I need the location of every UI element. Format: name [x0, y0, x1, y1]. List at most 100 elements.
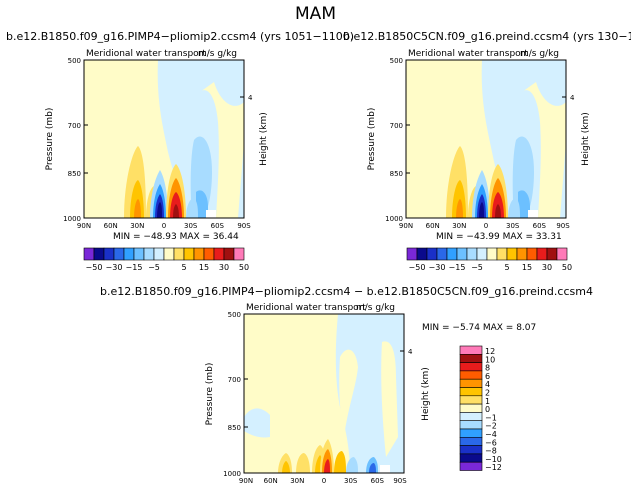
- panel-1-xtick-90n: 90N: [77, 222, 91, 230]
- panel-2-south-negative-core: [518, 190, 530, 218]
- colorbar-diff-swatch: [459, 345, 483, 355]
- panel-1-eq-positive-core: [173, 204, 179, 218]
- colorbar-2-swatch: [416, 247, 428, 261]
- colorbar-1-label: 50: [239, 263, 249, 272]
- panel-1-ylabel: Pressure (mb): [45, 108, 55, 171]
- colorbar-diff-swatch: [459, 412, 483, 422]
- colorbar-1-swatch: [213, 247, 225, 261]
- colorbar-diff-swatch: [459, 370, 483, 380]
- panel-3-ytick-700: 700: [228, 376, 241, 384]
- colorbar-2-swatches: [406, 247, 568, 261]
- colorbar-1-swatches: [83, 247, 245, 261]
- colorbar-diff-label: 4: [485, 380, 490, 389]
- panel-1-north-positive-core: [134, 199, 141, 218]
- panel-3-cell-e: [334, 451, 346, 473]
- colorbar-2-swatch: [406, 247, 418, 261]
- colorbar-diff-label: −1: [485, 413, 497, 422]
- panel-1-south-small-negative: [186, 198, 198, 218]
- panel-3-ytick-marks: [244, 350, 404, 428]
- panel-2-se-positive-region: [522, 82, 566, 218]
- panel-3-ylabel: Pressure (mb): [205, 363, 215, 426]
- colorbar-1-swatch: [233, 247, 245, 261]
- panel-2-ytick-1000: 1000: [385, 215, 403, 223]
- panel-2-ytick-700: 700: [390, 122, 403, 130]
- panel-1-title: b.e12.B1850.f09_g16.PIMP4−pliomip2.ccsm4…: [6, 30, 354, 43]
- panel-3-cell-g-core: [369, 463, 376, 473]
- panel-3-xtick-30n: 30N: [290, 477, 304, 485]
- colorbar-diff-swatch: [459, 387, 483, 397]
- panel-3-ytick-1000: 1000: [223, 470, 241, 478]
- colorbar-diff-swatch: [459, 378, 483, 388]
- panel-2-ytick-right-4: 4: [570, 94, 575, 102]
- panel-2-ytick-marks: [406, 96, 566, 174]
- colorbar-diff-label: 1: [485, 397, 490, 406]
- colorbar-diff-label: −4: [485, 430, 497, 439]
- panel-3-missing-patch: [380, 465, 390, 473]
- colorbar-diff-label: −2: [485, 422, 497, 431]
- panel-1-se-positive-region: [200, 82, 244, 218]
- colorbar-1-swatch: [123, 247, 135, 261]
- panel-3-north-negative-patch: [244, 408, 270, 438]
- panel-1-xtick-30n: 30N: [130, 222, 144, 230]
- colorbar-1-swatch: [93, 247, 105, 261]
- colorbar-1-swatch: [203, 247, 215, 261]
- colorbar-1-swatch: [103, 247, 115, 261]
- panel-2-south-small-negative: [508, 198, 520, 218]
- panel-1-xtick-30s: 30S: [184, 222, 198, 230]
- colorbar-1-swatch: [173, 247, 185, 261]
- colorbar-diff-label: 10: [485, 355, 495, 364]
- colorbar-2-swatch: [436, 247, 448, 261]
- colorbar-1-swatch: [83, 247, 95, 261]
- colorbar-diff-label: −8: [485, 447, 497, 456]
- panel-1-yticks: 500 700 850 1000: [63, 57, 81, 223]
- panel-1-xtick-60n: 60N: [104, 222, 118, 230]
- panel-3-xtick-60s: 60S: [371, 477, 385, 485]
- panel-2-xticks: 90N 60N 30N 0 30S 60S 90S: [399, 222, 570, 230]
- panel-1-south-negative-core: [196, 190, 208, 218]
- colorbar-diff-swatch: [459, 420, 483, 430]
- panel-1-frame: [83, 59, 245, 219]
- colorbar-2-swatch: [456, 247, 468, 261]
- colorbar-2-labels: −50 −30 −15 −5 5 15 30 50: [409, 263, 573, 272]
- colorbar-1-swatch: [133, 247, 145, 261]
- panel-2-yticks: 500 700 850 1000: [385, 57, 403, 223]
- panel-3-xtick-90n: 90N: [239, 477, 253, 485]
- panel-1-ylabel-right: Height (km): [259, 112, 269, 166]
- colorbar-2-label: −5: [471, 263, 483, 272]
- panel-2-eq-negative-core: [479, 202, 484, 218]
- panel-3-plot: Meridional water transport m/s g/kg 500 …: [205, 303, 431, 485]
- colorbar-diff-swatch: [459, 461, 483, 471]
- colorbar-1-swatch: [143, 247, 155, 261]
- colorbar-2-swatch: [526, 247, 538, 261]
- colorbar-2-label: −30: [429, 263, 446, 272]
- colorbar-panel-2: −50 −30 −15 −5 5 15 30 50: [406, 247, 573, 272]
- colorbar-2-swatch: [466, 247, 478, 261]
- panel-3-south-positive: [381, 341, 398, 457]
- panel-1-subtitle: Meridional water transport: [86, 49, 206, 59]
- colorbar-1-labels: −50 −30 −15 −5 5 15 30 50: [86, 263, 250, 272]
- panel-3-xtick-60n: 60N: [264, 477, 278, 485]
- colorbar-diff-swatch: [459, 437, 483, 446]
- panel-1-ytick-right-4: 4: [248, 94, 253, 102]
- panel-1-xtick-0: 0: [162, 222, 166, 230]
- colorbar-diff-label: 8: [485, 364, 490, 373]
- panel-2-xtick-60n: 60N: [426, 222, 440, 230]
- panel-1-stats: MIN = −48.93 MAX = 36.44: [113, 232, 239, 242]
- colorbar-1-swatch: [223, 247, 235, 261]
- panel-2-title: b.e12.B1850C5CN.f09_g16.preind.ccsm4 (yr…: [343, 30, 631, 43]
- colorbar-1-label: 30: [219, 263, 229, 272]
- panel-3-ytick-500: 500: [228, 311, 241, 319]
- colorbar-2-label: −15: [449, 263, 466, 272]
- panel-2-eq-positive-core: [495, 204, 501, 218]
- colorbar-2-swatch: [516, 247, 528, 261]
- colorbar-1-swatch: [153, 247, 165, 261]
- panel-3-cell-a-core: [282, 461, 290, 473]
- panel-1-ytick-850: 850: [68, 170, 81, 178]
- colorbar-1-label: 5: [181, 263, 186, 272]
- panel-1-xticks: 90N 60N 30N 0 30S 60S 90S: [77, 222, 251, 230]
- colorbar-diff-swatches: [459, 345, 483, 471]
- panel-1-missing-patch: [206, 210, 216, 218]
- colorbar-1-swatch: [193, 247, 205, 261]
- panel-2-missing-patch: [528, 210, 538, 218]
